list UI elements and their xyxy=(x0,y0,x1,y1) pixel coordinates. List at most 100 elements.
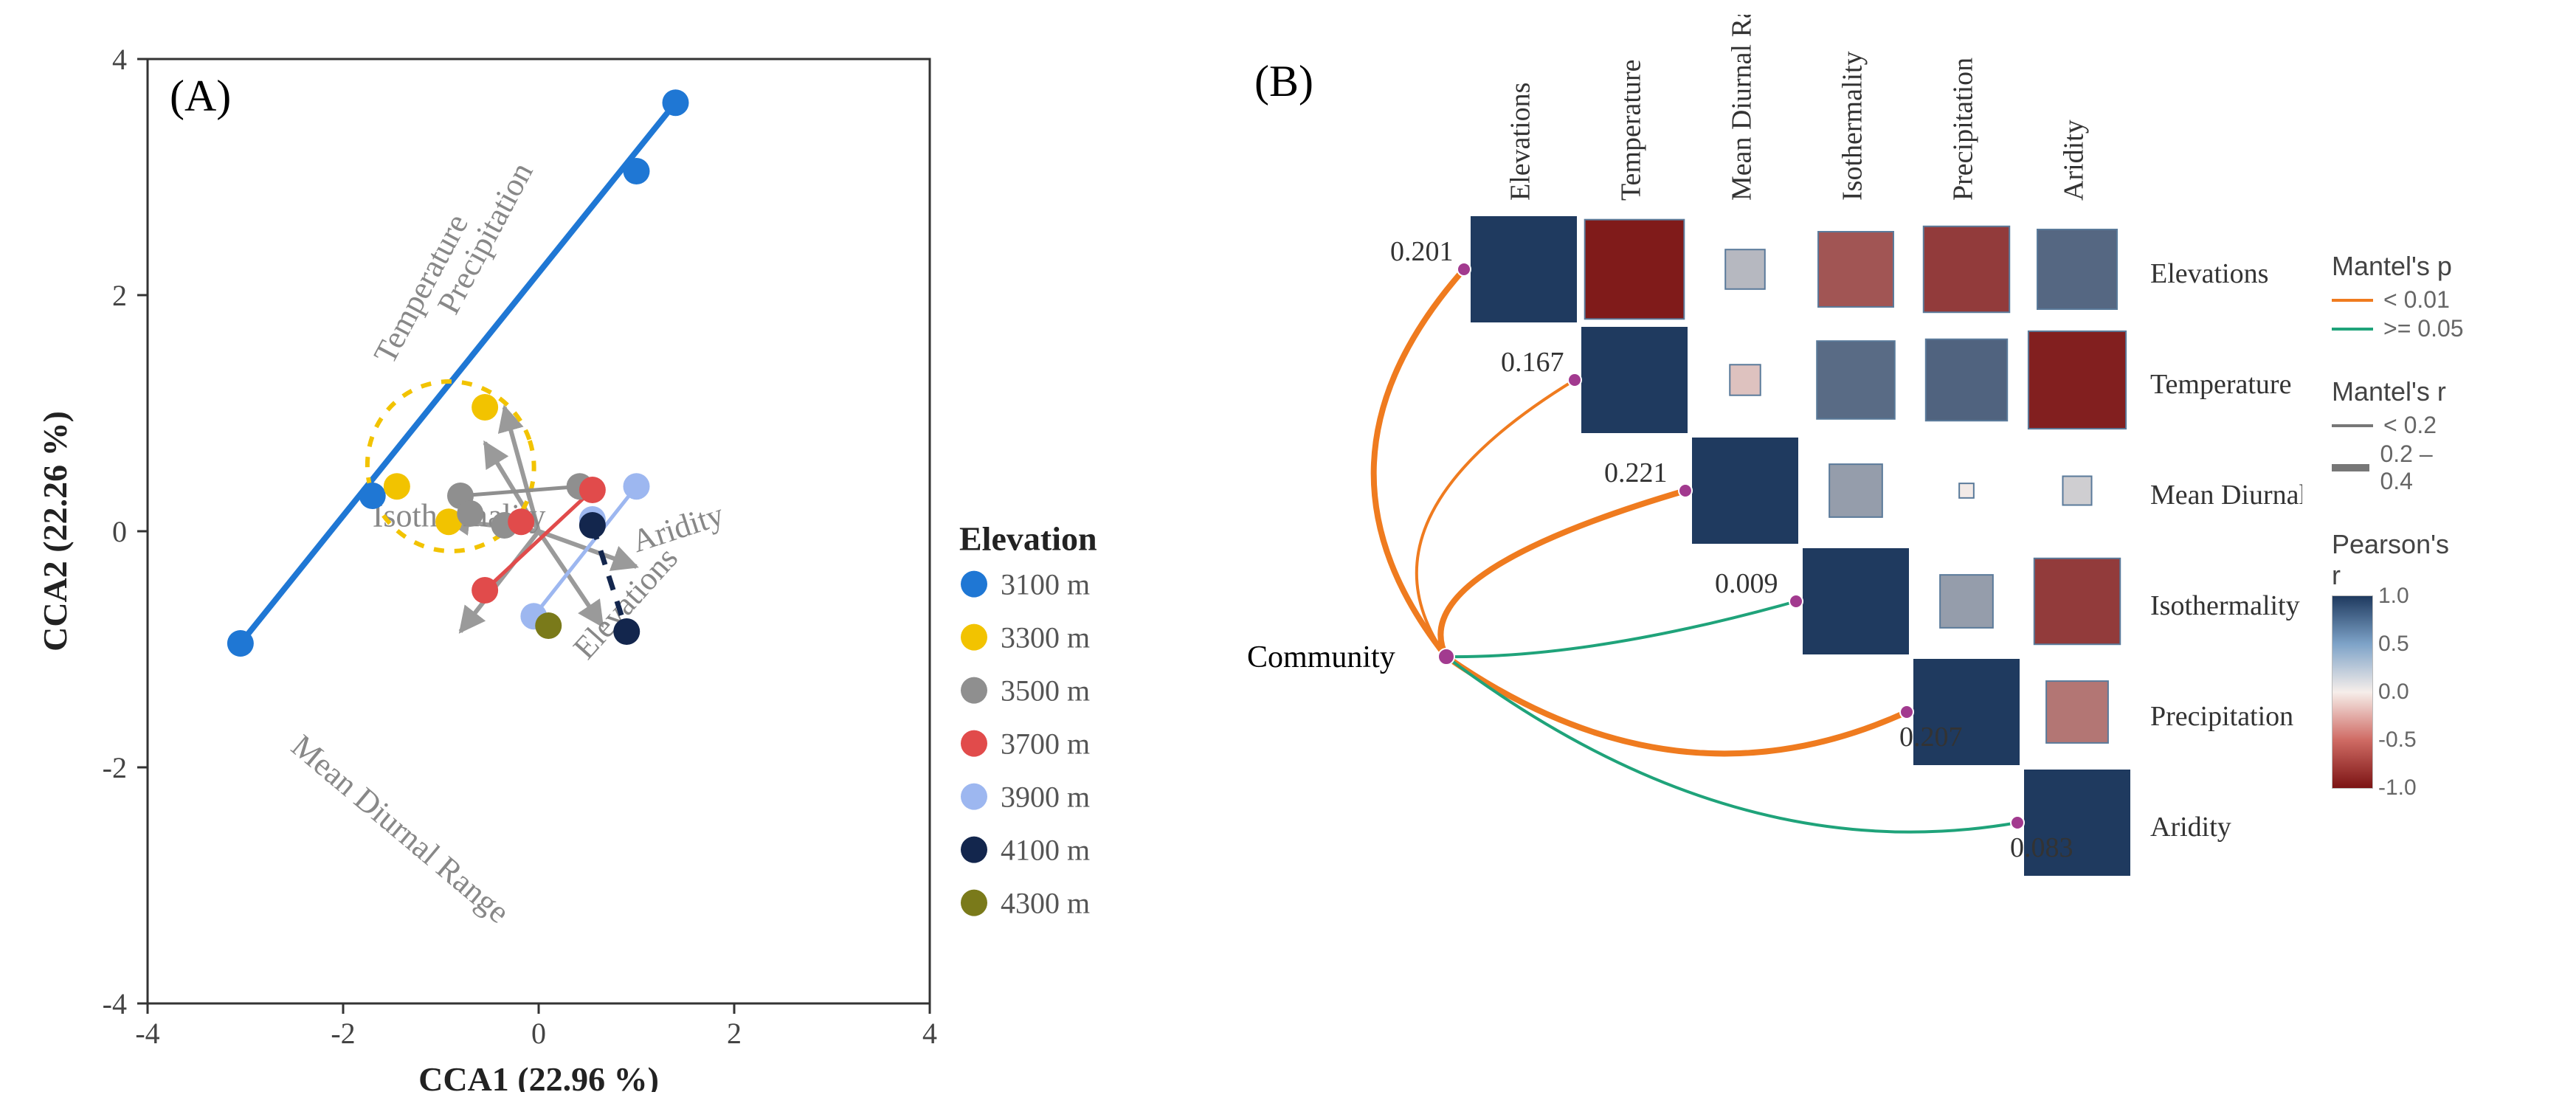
legend-line xyxy=(2332,464,2369,471)
heatmap-value xyxy=(1959,483,1974,498)
legend-marker xyxy=(961,837,987,863)
panel-b-label: (B) xyxy=(1254,57,1313,106)
legend-item-label: 3100 m xyxy=(1001,568,1090,601)
legend-item: 0.2 – 0.4 xyxy=(2332,440,2465,495)
svg-text:0: 0 xyxy=(531,1017,546,1050)
mantel-value: 0.207 xyxy=(1899,722,1963,753)
env-vector-label: Aridity xyxy=(627,496,728,559)
legend-item-label: 4300 m xyxy=(1001,887,1090,920)
heatmap-value xyxy=(2034,559,2120,644)
legend-heading: Mantel's r xyxy=(2332,376,2465,407)
data-point xyxy=(508,508,534,535)
colorbar-tick: 0.0 xyxy=(2378,680,2409,705)
heatmap-value xyxy=(2062,476,2091,505)
svg-text:2: 2 xyxy=(112,279,127,312)
legend-marker xyxy=(961,730,987,757)
legend-title: Elevation xyxy=(959,520,1097,558)
col-label: Isothermality xyxy=(1837,51,1868,201)
col-label: Elevations xyxy=(1505,83,1536,201)
col-label: Mean Diurnal Range xyxy=(1727,15,1758,201)
heatmap-value xyxy=(2046,681,2108,743)
heatmap-value xyxy=(1730,364,1760,395)
colorbar-tick: 0.5 xyxy=(2378,632,2409,657)
y-axis-label: CCA2 (22.26 %) xyxy=(36,411,74,651)
data-point xyxy=(613,618,640,645)
heatmap-value xyxy=(1818,232,1893,307)
legend-item-label: 3700 m xyxy=(1001,727,1090,761)
cca-scatter: -4-2024-4-2024CCA1 (22.96 %)CCA2 (22.26 … xyxy=(22,15,1129,1092)
row-label: Mean Diurnal Range xyxy=(2150,480,2302,511)
legend-marker xyxy=(961,624,987,651)
legend-item-label: 4100 m xyxy=(1001,834,1090,867)
data-point xyxy=(663,89,689,116)
mantel-link xyxy=(1440,491,1685,657)
data-point xyxy=(624,158,650,184)
data-point xyxy=(457,500,483,527)
mantel-value: 0.167 xyxy=(1501,347,1564,378)
legend-item-label: 3300 m xyxy=(1001,621,1090,654)
row-label: Temperature xyxy=(2150,369,2291,400)
mantel-value: 0.009 xyxy=(1715,568,1778,599)
heatmap-diag xyxy=(1471,216,1577,322)
data-point xyxy=(624,473,650,500)
svg-text:-4: -4 xyxy=(103,987,127,1020)
legend-label: >= 0.05 xyxy=(2383,315,2464,342)
data-point xyxy=(359,483,386,509)
mantel-node xyxy=(1568,373,1581,387)
svg-text:2: 2 xyxy=(727,1017,742,1050)
legend-label: 0.2 – 0.4 xyxy=(2380,440,2465,495)
legend-label: < 0.01 xyxy=(2383,286,2450,314)
panel-b: (B) Elevations Temperature Mean Diurnal Ran… xyxy=(1158,15,2302,1092)
col-label: Precipitation xyxy=(1948,58,1979,201)
side-legends: Mantel's p < 0.01 >= 0.05 Mantel's r < 0… xyxy=(2332,15,2554,789)
col-label: Aridity xyxy=(2059,120,2090,201)
data-point xyxy=(579,512,606,539)
data-point xyxy=(384,473,410,500)
mantel-node xyxy=(1789,595,1803,608)
legend-line xyxy=(2332,424,2373,427)
mantel-node xyxy=(1457,263,1471,276)
data-point xyxy=(535,612,562,639)
legend-item: < 0.2 xyxy=(2332,412,2465,439)
mantel-node xyxy=(2011,816,2024,829)
community-label: Community xyxy=(1247,640,1395,674)
group-line xyxy=(460,486,580,496)
group-ellipse xyxy=(345,360,556,573)
heatmap-diag xyxy=(1581,327,1688,433)
mantel-heatmap: (B) Elevations Temperature Mean Diurnal Ran… xyxy=(1158,15,2302,1092)
colorbar: 1.00.50.0-0.5-1.0 xyxy=(2332,595,2373,789)
mantel-link xyxy=(1417,380,1575,657)
panel-a: -4-2024-4-2024CCA1 (22.96 %)CCA2 (22.26 … xyxy=(22,15,1129,1092)
row-label: Elevations xyxy=(2150,258,2268,289)
env-vector-label: Mean Diurnal Range xyxy=(285,727,517,930)
legend-heading: Pearson's r xyxy=(2332,529,2465,591)
mantel-node xyxy=(1900,705,1913,719)
data-point xyxy=(472,577,498,604)
heatmap-value xyxy=(1725,249,1765,289)
heatmap-diag xyxy=(1803,548,1909,654)
heatmap-value xyxy=(1924,227,2009,312)
svg-text:4: 4 xyxy=(922,1017,937,1050)
colorbar-tick: -0.5 xyxy=(2378,727,2417,753)
legend-item-label: 3900 m xyxy=(1001,781,1090,814)
heatmap-diag xyxy=(1692,438,1798,544)
colorbar-tick: 1.0 xyxy=(2378,584,2409,609)
heatmap-value xyxy=(2037,229,2117,309)
legend-heading: Mantel's p xyxy=(2332,251,2465,282)
col-label: Temperature xyxy=(1616,60,1647,201)
data-point xyxy=(227,630,254,657)
mantel-value: 0.083 xyxy=(2010,832,2073,863)
data-point xyxy=(579,477,606,503)
mantel-hub xyxy=(1438,649,1454,665)
legend-item: >= 0.05 xyxy=(2332,315,2465,342)
group-line xyxy=(241,103,676,643)
svg-text:-2: -2 xyxy=(331,1017,355,1050)
svg-text:-4: -4 xyxy=(135,1017,159,1050)
row-label: Aridity xyxy=(2150,812,2231,843)
env-vector-label: Elevations xyxy=(566,540,685,666)
heatmap-value xyxy=(1585,220,1685,319)
heatmap-value xyxy=(1940,575,1993,628)
panel-a-label: (A) xyxy=(170,72,231,120)
legend-line xyxy=(2332,299,2373,302)
row-label: Precipitation xyxy=(2150,701,2293,732)
